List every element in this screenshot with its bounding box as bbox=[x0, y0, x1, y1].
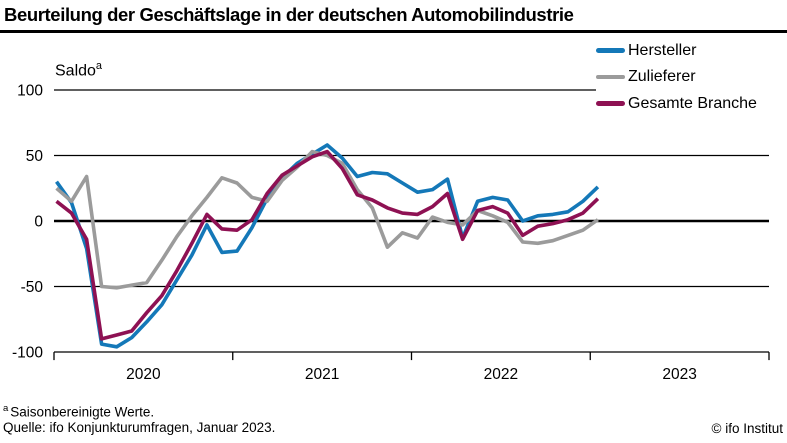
legend: Hersteller Zulieferer Gesamte Branche bbox=[596, 37, 787, 117]
y-axis-unit-text: Saldo bbox=[55, 62, 96, 80]
x-tick-label-2021: 2021 bbox=[305, 366, 339, 383]
y-tick-label-100: 100 bbox=[17, 83, 43, 100]
legend-label-gesamte-branche: Gesamte Branche bbox=[628, 94, 757, 112]
x-tick-label-2022: 2022 bbox=[484, 366, 518, 383]
x-tick-label-2023: 2023 bbox=[662, 366, 696, 383]
footnote-marker: a bbox=[3, 403, 9, 414]
legend-swatch-hersteller bbox=[596, 48, 625, 53]
y-tick-label-50: 50 bbox=[26, 148, 44, 165]
footnote: a Saisonbereinigte Werte. bbox=[3, 403, 154, 420]
copyright: © ifo Institut bbox=[711, 421, 783, 436]
legend-label-zulieferer: Zulieferer bbox=[628, 68, 696, 85]
y-tick-label--100: -100 bbox=[12, 345, 43, 362]
footnote-text: Saisonbereinigte Werte. bbox=[10, 404, 155, 420]
source-line: Quelle: ifo Konjunkturumfragen, Januar 2… bbox=[3, 420, 276, 435]
y-axis-unit-label: Saldoa bbox=[55, 60, 102, 80]
x-tick-label-2020: 2020 bbox=[126, 366, 161, 383]
legend-swatch-zulieferer bbox=[596, 74, 625, 80]
legend-swatch-gesamte-branche bbox=[596, 101, 625, 106]
y-axis-unit-footnote-marker: a bbox=[95, 60, 103, 72]
legend-item-gesamte-branche: Gesamte Branche bbox=[596, 91, 787, 116]
legend-item-hersteller: Hersteller bbox=[596, 38, 787, 63]
title-divider bbox=[0, 30, 787, 33]
series-line-hersteller bbox=[55, 143, 600, 349]
legend-item-zulieferer: Zulieferer bbox=[596, 65, 787, 90]
y-tick-label--50: -50 bbox=[21, 279, 44, 296]
page-title: Beurteilung der Geschäftslage in der deu… bbox=[4, 4, 574, 25]
legend-label-hersteller: Hersteller bbox=[628, 41, 697, 59]
y-tick-label-0: 0 bbox=[34, 214, 43, 231]
series-line-zulieferer bbox=[55, 149, 599, 290]
series-line-gesamte-branche bbox=[55, 149, 600, 341]
